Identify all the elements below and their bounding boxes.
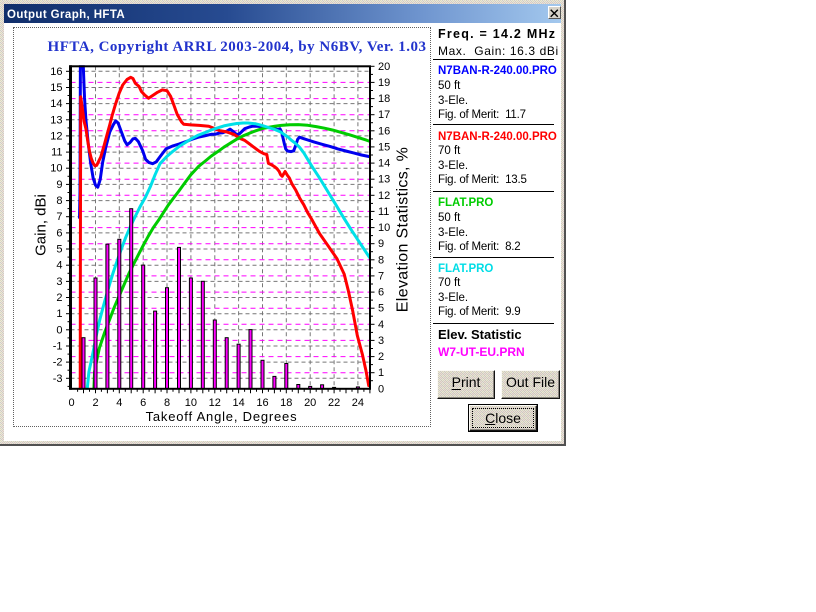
- svg-text:15: 15: [378, 141, 390, 153]
- svg-text:6: 6: [56, 227, 62, 239]
- svg-text:9: 9: [378, 238, 384, 250]
- svg-text:16: 16: [256, 397, 268, 409]
- svg-text:-1: -1: [53, 341, 63, 353]
- svg-text:2: 2: [56, 292, 62, 304]
- svg-text:13: 13: [50, 114, 62, 126]
- svg-text:2: 2: [92, 397, 98, 409]
- svg-text:0: 0: [378, 383, 384, 395]
- svg-text:17: 17: [378, 109, 390, 121]
- svg-text:6: 6: [140, 397, 146, 409]
- svg-text:13: 13: [378, 174, 390, 186]
- svg-text:0: 0: [56, 324, 62, 336]
- svg-text:19: 19: [378, 77, 390, 89]
- svg-text:8: 8: [56, 195, 62, 207]
- svg-text:6: 6: [378, 287, 384, 299]
- svg-text:8: 8: [378, 254, 384, 266]
- svg-text:10: 10: [378, 222, 390, 234]
- svg-text:5: 5: [56, 244, 62, 256]
- svg-text:7: 7: [378, 270, 384, 282]
- svg-text:0: 0: [69, 397, 75, 409]
- svg-text:Gain, dBi: Gain, dBi: [33, 194, 50, 256]
- svg-text:12: 12: [50, 130, 62, 142]
- svg-text:10: 10: [50, 163, 62, 175]
- svg-text:3: 3: [56, 276, 62, 288]
- svg-text:14: 14: [378, 158, 390, 170]
- svg-text:HFTA, Copyright ARRL 2003-2004: HFTA, Copyright ARRL 2003-2004, by N6BV,…: [48, 39, 427, 55]
- svg-text:3: 3: [378, 335, 384, 347]
- svg-text:12: 12: [209, 397, 221, 409]
- svg-text:1: 1: [378, 367, 384, 379]
- svg-text:11: 11: [51, 147, 62, 159]
- svg-text:15: 15: [50, 82, 62, 94]
- svg-text:14: 14: [50, 98, 62, 110]
- svg-text:11: 11: [378, 206, 389, 218]
- svg-text:7: 7: [56, 211, 62, 223]
- svg-text:5: 5: [378, 303, 384, 315]
- svg-text:22: 22: [328, 397, 340, 409]
- svg-text:18: 18: [378, 93, 390, 105]
- svg-text:4: 4: [378, 319, 384, 331]
- svg-text:12: 12: [378, 190, 390, 202]
- svg-text:24: 24: [352, 397, 364, 409]
- svg-text:-2: -2: [53, 357, 63, 369]
- svg-text:18: 18: [280, 397, 292, 409]
- svg-text:20: 20: [304, 397, 316, 409]
- svg-text:20: 20: [378, 61, 390, 73]
- svg-text:8: 8: [164, 397, 170, 409]
- svg-text:1: 1: [56, 308, 62, 320]
- svg-text:16: 16: [50, 66, 62, 78]
- svg-text:4: 4: [56, 260, 62, 272]
- svg-text:-3: -3: [53, 373, 63, 385]
- svg-text:16: 16: [378, 125, 390, 137]
- svg-text:Takeoff Angle, Degrees: Takeoff Angle, Degrees: [146, 409, 298, 424]
- svg-text:10: 10: [185, 397, 197, 409]
- svg-text:14: 14: [232, 397, 244, 409]
- svg-text:Elevation Statistics, %: Elevation Statistics, %: [395, 147, 412, 312]
- svg-text:4: 4: [116, 397, 122, 409]
- svg-text:2: 2: [378, 351, 384, 363]
- svg-text:9: 9: [56, 179, 62, 191]
